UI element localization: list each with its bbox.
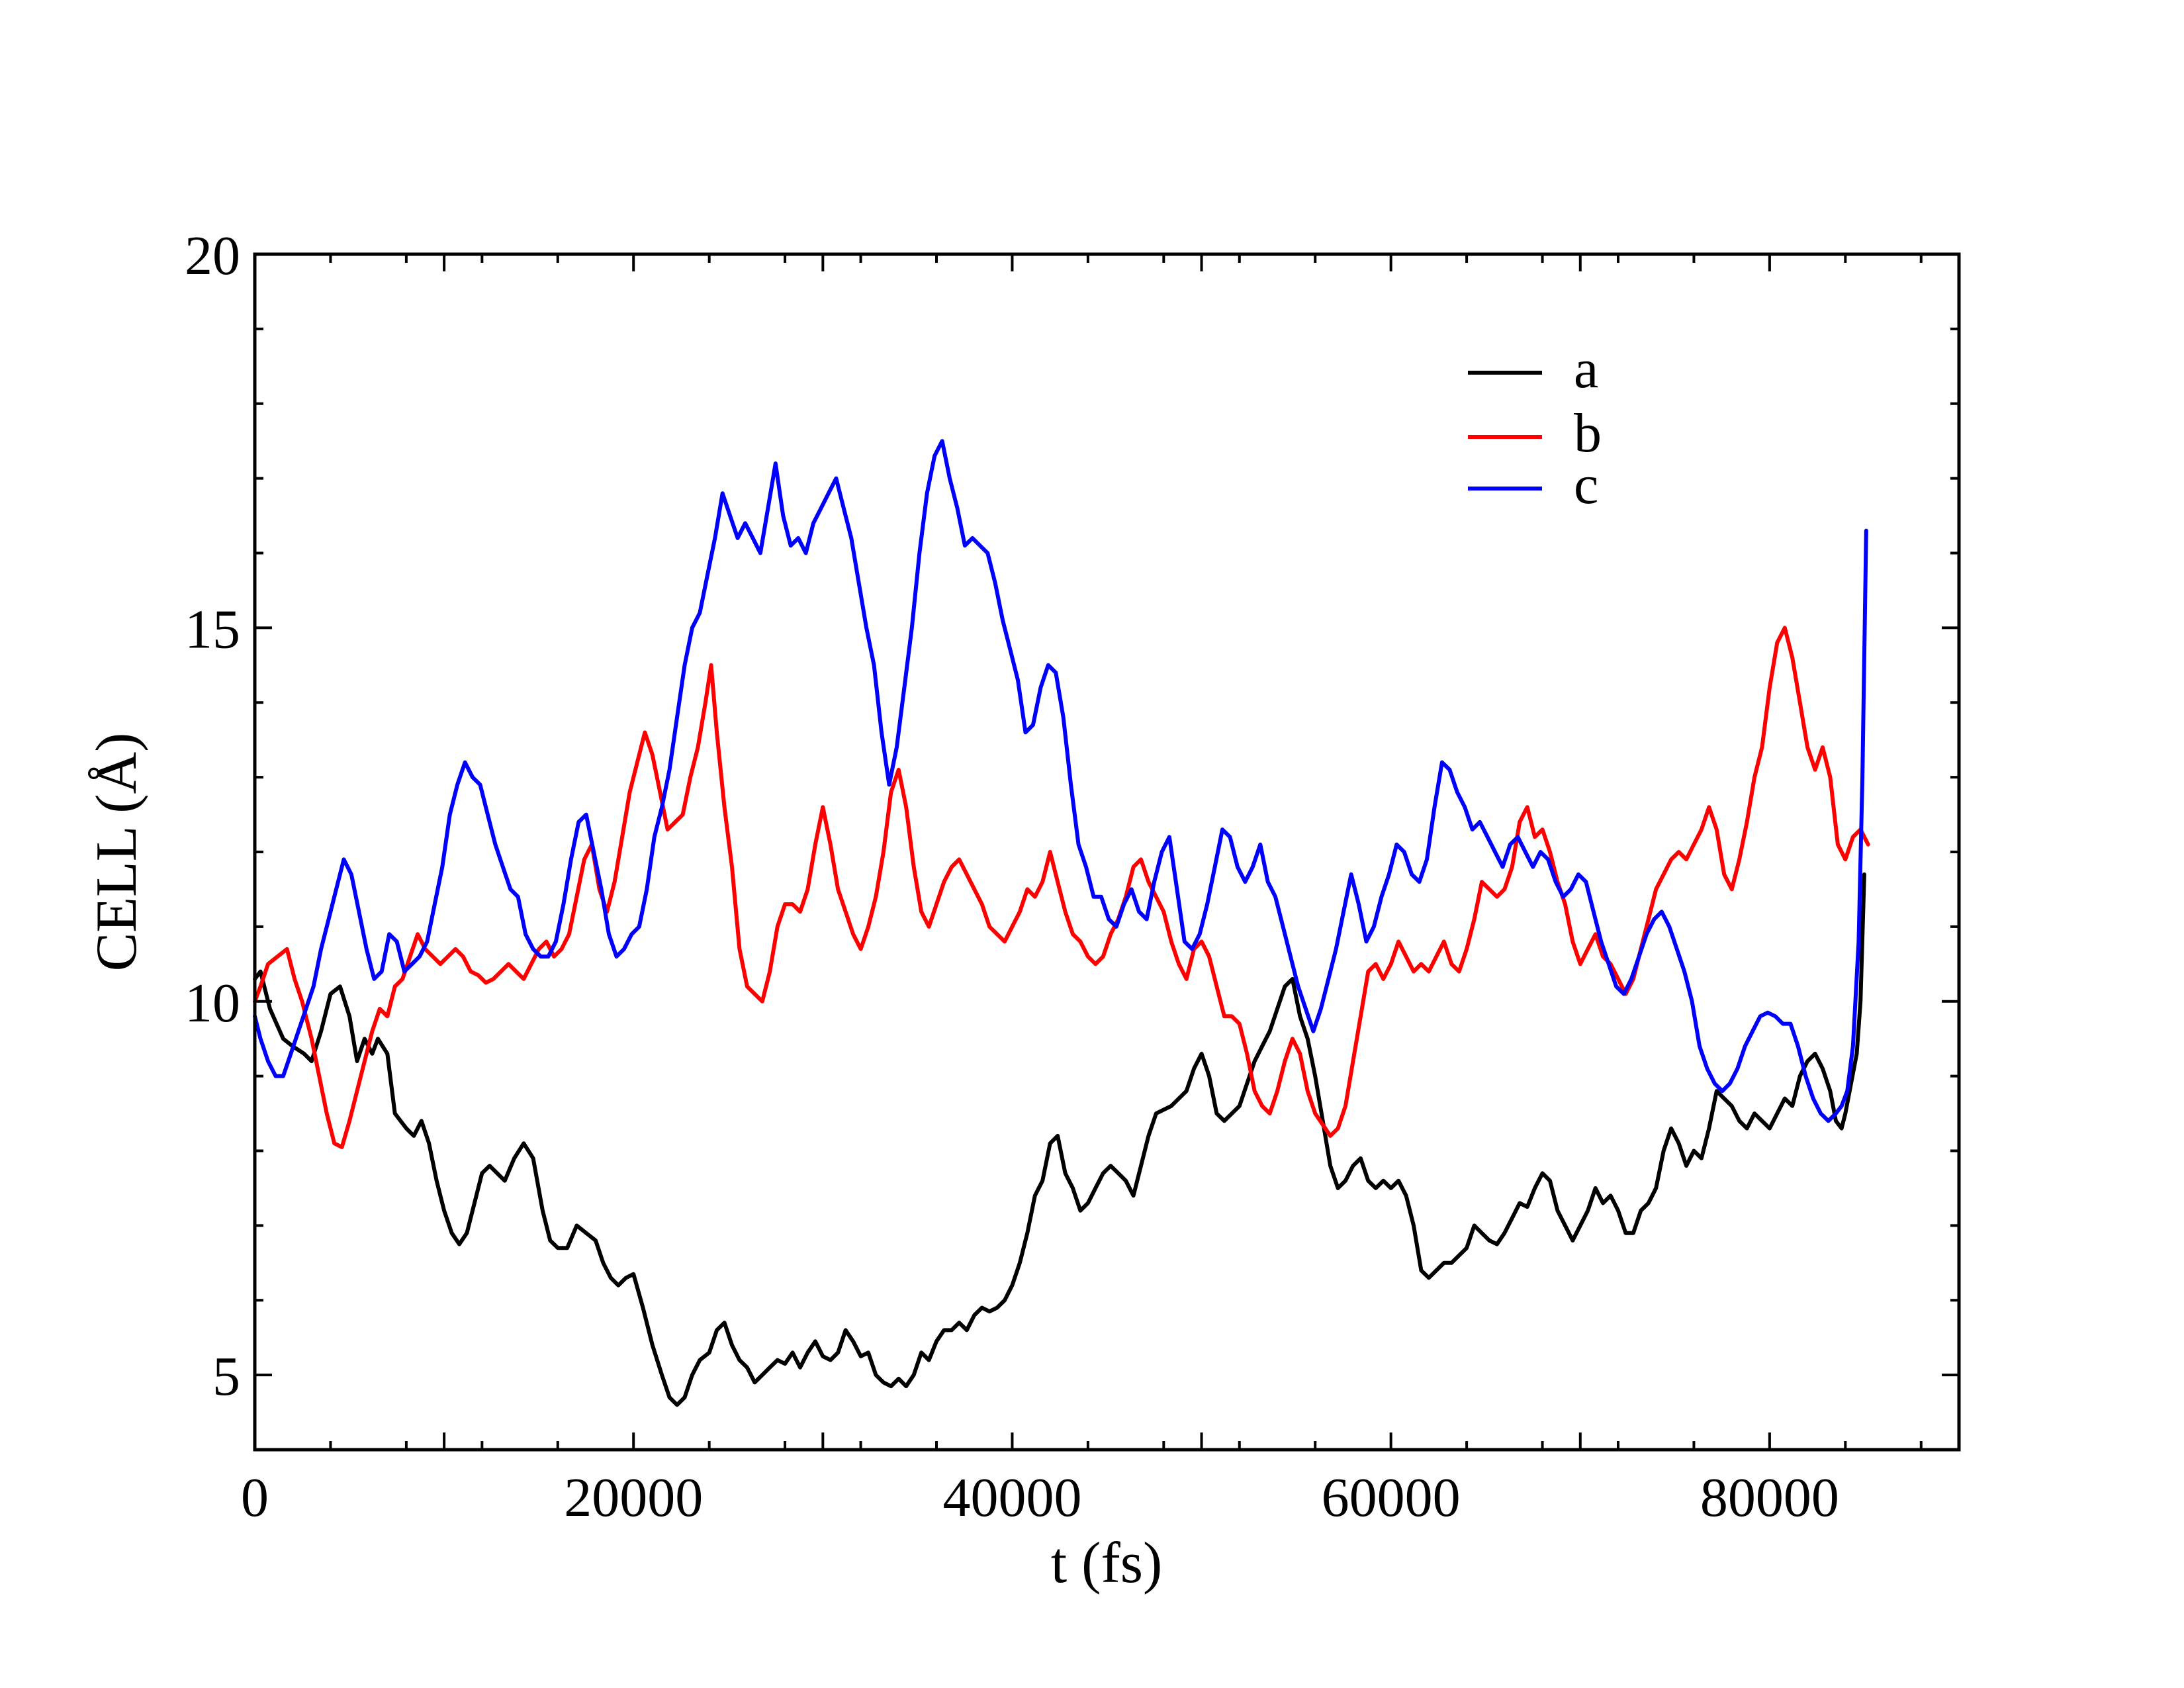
- x-tick-label: 0: [241, 1467, 269, 1528]
- plot-frame: [253, 252, 1961, 1452]
- series-line-b: [253, 626, 1870, 1149]
- y-tick-label: 15: [185, 598, 240, 660]
- legend-label-b: b: [1574, 402, 1602, 464]
- x-tick-label: 60000: [1322, 1467, 1461, 1528]
- legend-label-a: a: [1574, 338, 1598, 400]
- ticks-group: 0 20000 40000 60000 80000 5 10 15 20: [185, 225, 1959, 1528]
- legend: abc: [1468, 338, 1602, 516]
- y-tick-label: 5: [212, 1346, 240, 1407]
- legend-label-c: c: [1574, 454, 1598, 516]
- y-axis-label: CELL (Å): [85, 733, 149, 972]
- x-axis-label: t (fs): [1051, 1531, 1163, 1595]
- x-tick-label: 40000: [942, 1467, 1081, 1528]
- series-line-c: [253, 439, 1868, 1123]
- y-tick-label: 10: [185, 972, 240, 1034]
- series-line-a: [253, 872, 1866, 1407]
- series-group: [253, 439, 1870, 1407]
- x-tick-label: 80000: [1700, 1467, 1839, 1528]
- x-tick-label: 20000: [564, 1467, 703, 1528]
- y-tick-label: 20: [185, 225, 240, 287]
